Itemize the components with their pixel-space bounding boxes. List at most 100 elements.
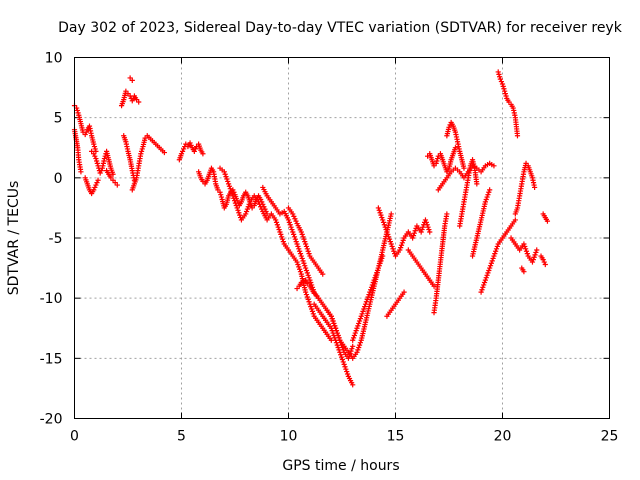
- data-point: [401, 289, 407, 295]
- data-point: [350, 337, 356, 343]
- data-point: [95, 163, 101, 169]
- data-point: [544, 218, 551, 224]
- data-point: [296, 246, 302, 252]
- data-point: [192, 146, 199, 152]
- data-point: [410, 232, 417, 239]
- data-point: [332, 323, 338, 329]
- data-point: [419, 226, 425, 233]
- data-point: [245, 204, 251, 210]
- data-point: [410, 235, 416, 241]
- data-point: [377, 210, 383, 216]
- data-point: [357, 316, 364, 322]
- data-point: [138, 148, 145, 154]
- data-point: [487, 187, 493, 193]
- data-point: [491, 163, 497, 169]
- data-point: [306, 299, 312, 305]
- data-point: [412, 228, 418, 234]
- data-point: [376, 263, 382, 269]
- data-point: [331, 320, 337, 327]
- data-point: [488, 260, 494, 266]
- series-arc-22: [405, 247, 437, 289]
- data-point: [350, 382, 356, 388]
- x-tick-label: 25: [601, 429, 619, 445]
- series-arc-3: [82, 175, 101, 197]
- data-point: [301, 236, 307, 242]
- data-point: [303, 265, 309, 271]
- data-point: [389, 243, 395, 250]
- x-tick-label: 10: [280, 429, 298, 445]
- data-point: [373, 272, 379, 278]
- series-arc-9: [129, 135, 148, 193]
- data-point: [303, 267, 310, 274]
- data-point: [288, 224, 294, 230]
- data-point: [492, 251, 498, 257]
- series-arc-2: [71, 127, 84, 175]
- series-arc-24: [431, 211, 450, 316]
- data-point: [329, 316, 335, 322]
- data-point: [424, 222, 430, 228]
- data-point: [497, 76, 503, 82]
- data-point: [136, 99, 142, 105]
- data-point: [320, 271, 326, 277]
- data-point: [512, 217, 518, 223]
- data-point: [530, 257, 536, 263]
- data-point: [499, 81, 506, 87]
- series-arc-23: [425, 145, 459, 175]
- data-point: [299, 231, 305, 237]
- series-arc-13: [217, 165, 334, 343]
- data-point: [293, 218, 299, 224]
- data-point: [273, 217, 279, 223]
- data-point: [380, 217, 386, 223]
- data-point: [368, 284, 375, 290]
- data-point: [357, 340, 364, 346]
- data-point: [302, 263, 308, 269]
- data-point: [363, 299, 369, 305]
- data-point: [310, 311, 316, 317]
- data-point: [94, 158, 100, 164]
- data-point: [542, 261, 548, 268]
- y-tick-label: -10: [40, 291, 63, 307]
- data-point: [330, 318, 336, 324]
- data-point: [354, 349, 360, 355]
- data-point: [486, 189, 492, 195]
- series-arc-35: [540, 211, 551, 224]
- data-point: [92, 146, 98, 152]
- data-point: [227, 186, 233, 192]
- data-point: [500, 83, 506, 89]
- data-point: [379, 214, 385, 221]
- data-point: [303, 243, 310, 250]
- data-point: [181, 146, 187, 152]
- series-arc-33: [519, 265, 527, 275]
- data-point: [259, 206, 265, 212]
- data-point: [358, 313, 364, 319]
- data-point: [161, 149, 167, 156]
- data-point: [221, 169, 227, 175]
- data-point: [230, 193, 236, 199]
- data-point: [101, 155, 108, 162]
- data-point: [523, 248, 530, 254]
- data-point: [418, 229, 424, 235]
- data-point: [379, 255, 385, 262]
- series-arc-31: [512, 160, 538, 217]
- data-point: [482, 199, 488, 205]
- data-point: [297, 269, 304, 275]
- data-point: [231, 195, 237, 201]
- data-point: [534, 247, 540, 253]
- data-point: [434, 158, 440, 164]
- series-arc-19: [350, 253, 386, 343]
- data-point: [293, 239, 299, 245]
- data-point: [275, 224, 281, 230]
- data-point: [431, 283, 437, 289]
- data-point: [290, 229, 296, 235]
- series-arc-11: [176, 140, 206, 163]
- series-arc-17: [311, 301, 356, 388]
- data-point: [382, 224, 388, 230]
- data-point: [178, 151, 185, 157]
- data-point: [496, 71, 502, 77]
- data-point: [365, 294, 371, 300]
- data-point: [344, 368, 350, 375]
- data-point: [384, 229, 390, 235]
- data-point: [232, 200, 239, 206]
- data-point: [343, 366, 349, 372]
- data-point: [390, 246, 396, 252]
